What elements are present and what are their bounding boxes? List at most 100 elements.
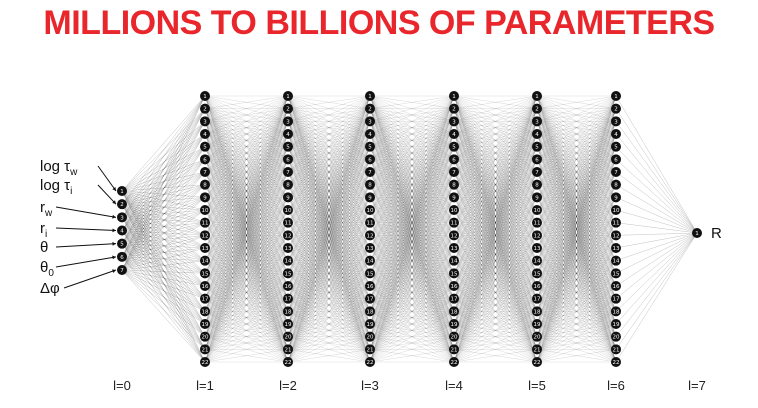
- edge: [369, 222, 455, 249]
- edge: [369, 133, 455, 350]
- edge: [536, 197, 617, 287]
- node-number: 3: [120, 215, 124, 221]
- edge: [287, 285, 371, 312]
- edge: [369, 133, 455, 274]
- edge: [369, 121, 455, 299]
- edge: [536, 95, 617, 274]
- edge: [287, 121, 371, 211]
- edge: [287, 184, 371, 236]
- edge: [204, 146, 289, 249]
- edge: [287, 133, 371, 223]
- edge: [536, 247, 617, 261]
- edge: [536, 197, 617, 274]
- edge: [121, 217, 206, 337]
- edge: [287, 222, 371, 261]
- edge: [369, 146, 455, 337]
- edge: [204, 260, 289, 363]
- edge: [287, 108, 371, 223]
- node-number: 12: [534, 233, 541, 239]
- edge: [121, 171, 206, 244]
- edge: [453, 95, 538, 287]
- node-number: 4: [368, 132, 372, 138]
- edge: [453, 108, 538, 350]
- edge: [369, 146, 455, 312]
- edge: [453, 108, 538, 185]
- edge: [536, 197, 617, 337]
- edge: [453, 108, 538, 185]
- node-number: 4: [535, 132, 539, 138]
- edge: [204, 108, 289, 337]
- edge: [204, 146, 289, 274]
- edge: [369, 298, 455, 363]
- edge: [204, 108, 289, 185]
- edge: [287, 247, 371, 274]
- edge: [204, 197, 289, 337]
- edge: [204, 247, 289, 337]
- edge: [453, 146, 538, 211]
- edge: [453, 273, 538, 287]
- edge: [369, 247, 455, 363]
- node: [117, 212, 127, 223]
- edge: [369, 222, 455, 363]
- edge: [369, 184, 455, 363]
- edge: [369, 121, 455, 223]
- edge: [453, 222, 538, 287]
- edge: [369, 108, 455, 173]
- edge: [369, 108, 455, 261]
- edge: [453, 133, 538, 363]
- edge: [369, 159, 455, 198]
- edge: [536, 235, 617, 274]
- edge: [536, 171, 617, 274]
- edge: [536, 159, 617, 249]
- edge: [287, 146, 371, 173]
- edge: [204, 159, 289, 274]
- edge: [121, 146, 206, 271]
- input-arrow: [55, 256, 117, 268]
- edge: [453, 159, 538, 350]
- edge: [369, 222, 455, 274]
- edge: [204, 222, 289, 249]
- edge: [369, 159, 455, 363]
- edge: [204, 159, 289, 236]
- edge: [204, 133, 289, 249]
- edge: [536, 108, 617, 287]
- edge: [287, 171, 371, 312]
- edge: [369, 121, 455, 185]
- edge: [536, 298, 617, 312]
- edge: [204, 95, 289, 312]
- edge: [287, 171, 371, 185]
- edge: [536, 260, 617, 337]
- edge: [369, 247, 455, 274]
- edge: [453, 133, 538, 350]
- edge: [287, 121, 371, 287]
- edge: [287, 235, 371, 312]
- edge: [287, 235, 371, 312]
- node: [200, 91, 210, 101]
- edge: [204, 159, 289, 249]
- edge: [453, 133, 538, 185]
- edge: [287, 197, 371, 312]
- edge: [287, 159, 371, 236]
- edge: [204, 108, 289, 299]
- edge: [287, 95, 371, 274]
- edge: [287, 209, 371, 274]
- edge: [287, 95, 371, 325]
- edge: [204, 222, 289, 350]
- edge: [453, 121, 538, 350]
- edge: [453, 133, 538, 198]
- edge: [204, 222, 289, 287]
- edge: [204, 222, 289, 274]
- edge: [453, 159, 538, 198]
- node-number: 3: [286, 119, 290, 125]
- edge: [287, 159, 371, 211]
- edge: [121, 190, 206, 223]
- edge: [287, 121, 371, 312]
- edge: [453, 197, 538, 249]
- edge: [287, 171, 371, 299]
- edge: [287, 235, 371, 274]
- edge: [453, 222, 538, 287]
- edge: [453, 133, 538, 173]
- edge: [536, 311, 617, 337]
- edge: [369, 336, 455, 350]
